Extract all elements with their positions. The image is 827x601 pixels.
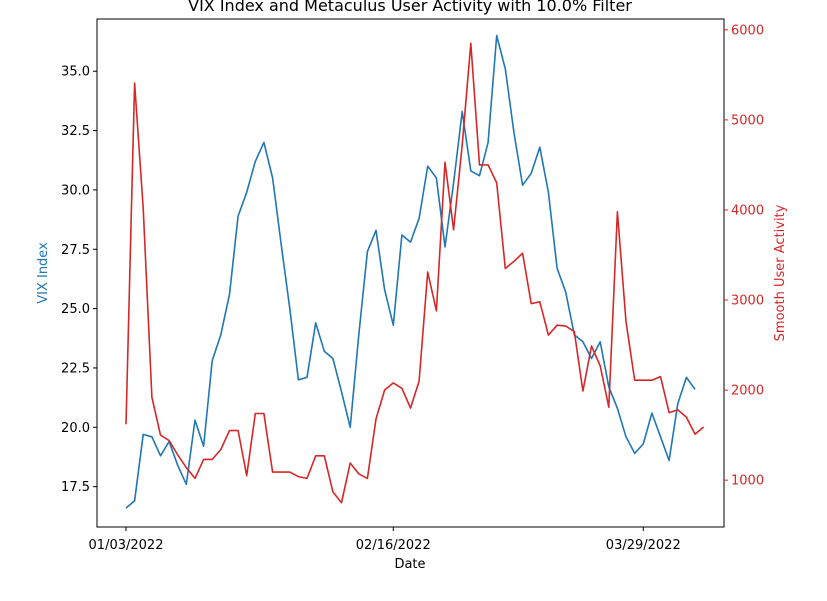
left-y-tick-label: 27.5 [61, 243, 90, 258]
right-y-axis: 1000 2000 3000 4000 5000 6000 [724, 23, 764, 489]
left-y-axis-label: VIX Index [36, 242, 51, 304]
right-y-tick-label: 6000 [731, 23, 764, 38]
x-axis: 01/03/2022 02/16/2022 03/29/2022 [89, 527, 681, 553]
right-y-tick-label: 1000 [731, 474, 764, 489]
x-tick-label: 03/29/2022 [606, 538, 681, 553]
right-y-axis-label: Smooth User Activity [773, 204, 788, 341]
vix-index-line [125, 34, 696, 509]
left-y-tick-label: 35.0 [61, 65, 90, 80]
right-y-tick-label: 3000 [731, 294, 764, 309]
left-y-tick-label: 30.0 [61, 183, 90, 198]
left-y-tick-label: 22.5 [61, 361, 90, 376]
chart-title: VIX Index and Metaculus User Activity wi… [188, 0, 632, 15]
left-y-axis: 17.5 20.0 22.5 25.0 27.5 30.0 32.5 35.0 [61, 65, 97, 495]
x-tick-label: 01/03/2022 [89, 538, 164, 553]
x-tick-label: 02/16/2022 [356, 538, 431, 553]
left-y-tick-label: 32.5 [61, 124, 90, 139]
left-y-tick-label: 17.5 [61, 480, 90, 495]
series-layer [125, 34, 705, 509]
right-y-tick-label: 5000 [731, 113, 764, 128]
right-y-tick-label: 4000 [731, 203, 764, 218]
x-axis-label: Date [394, 557, 425, 572]
left-y-tick-label: 25.0 [61, 302, 90, 317]
left-y-tick-label: 20.0 [61, 421, 90, 436]
right-y-tick-label: 2000 [731, 384, 764, 399]
user-activity-line [125, 42, 705, 504]
plot-frame [96, 18, 725, 528]
